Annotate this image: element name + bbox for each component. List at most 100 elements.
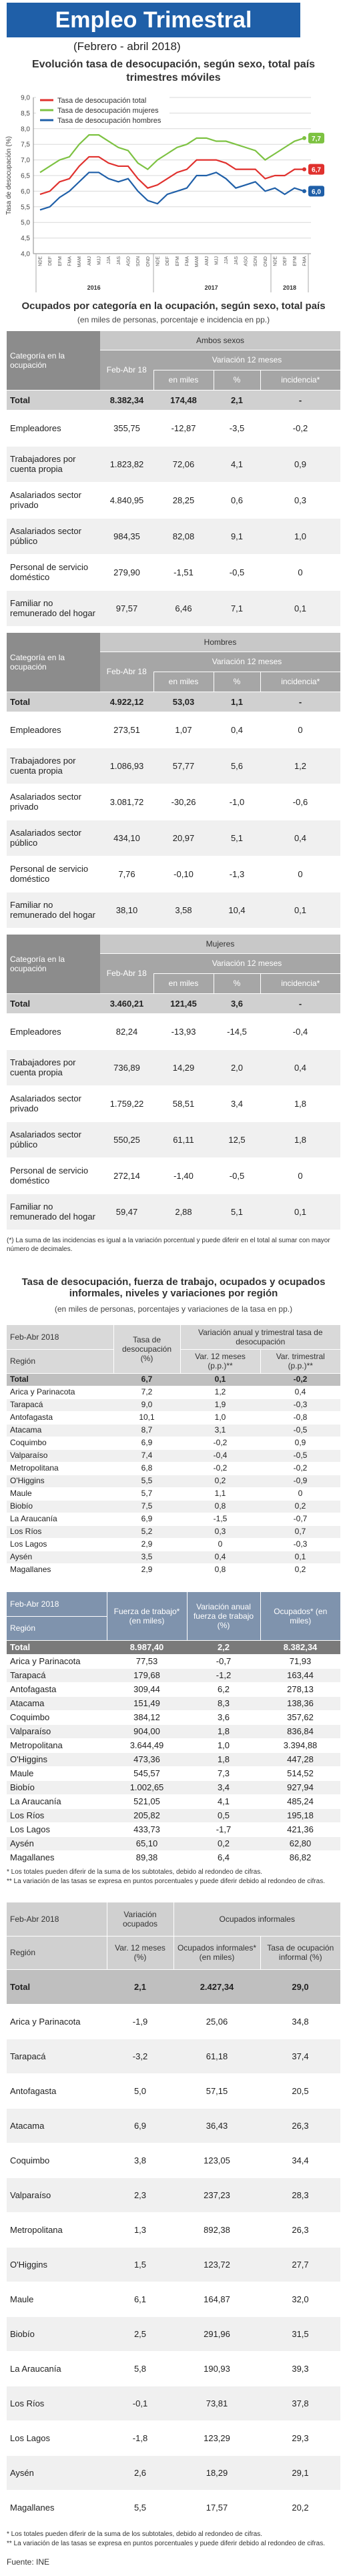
table-row: Valparaíso 904,00 1,8 836,84 [7, 1724, 340, 1739]
table-cell: 3.644,49 [107, 1738, 187, 1753]
table-cell: Magallanes [7, 1850, 107, 1865]
x-tick-label: DEF [283, 256, 288, 266]
table-cell: Los Ríos [7, 1525, 113, 1539]
table-cell: Metropolitana [7, 1738, 107, 1753]
table-cell: 25,06 [174, 2004, 260, 2039]
header-cell: Feb-Abr 18 [100, 350, 153, 391]
table-row: Maule 6,1 164,87 32,0 [7, 2282, 340, 2317]
year-label: 2016 [87, 284, 101, 291]
table-title: Ocupados por categoría en la ocupación, … [21, 300, 326, 312]
header-cell: Feb-Abr 18 [100, 953, 153, 994]
table-cell: 8.987,40 [107, 1640, 187, 1655]
table-cell: 0,9 [260, 1437, 340, 1450]
header-row: en miles% incidencia* [7, 672, 340, 692]
table-cell: 278,13 [260, 1682, 340, 1697]
table-row: Los Ríos 5,2 0,3 0,7 [7, 1525, 340, 1539]
table-cell: 3,5 [113, 1551, 180, 1564]
header-cell: Fuerza de trabajo* (en miles) [106, 1592, 187, 1641]
table-cell: 3.460,21 [100, 993, 153, 1014]
table-row: Metropolitana 3.644,49 1,0 3.394,88 [7, 1738, 340, 1753]
table-cell: 291,96 [174, 2316, 260, 2352]
table-cell: Familiar no remunerado del hogar [7, 590, 100, 627]
x-tick-label: SON [254, 256, 258, 266]
header-cell: Variación 12 meses [153, 953, 340, 974]
table-row: Los Ríos -0,1 73,81 37,8 [7, 2386, 340, 2421]
table-row: O'Higgins 1,5 123,72 27,7 [7, 2247, 340, 2282]
data-table: Feb-Abr 2018 Tasa de desocupación (%) Vari… [7, 1325, 340, 1577]
table-cell: 190,93 [174, 2351, 260, 2386]
table-row: Aysén 2,6 18,29 29,1 [7, 2455, 340, 2491]
table-cell: 6,46 [153, 590, 214, 627]
header-cell: Ambos sexos [100, 331, 340, 350]
y-tick-label: 7,5 [21, 142, 30, 149]
table-cell: 72,06 [153, 446, 214, 483]
table-cell: 18,29 [174, 2455, 260, 2491]
table-cell: -0,4 [180, 1449, 260, 1463]
table-row: Valparaíso 2,3 237,23 28,3 [7, 2177, 340, 2213]
header-cell: en miles [153, 973, 214, 994]
value-label-bg [308, 164, 324, 175]
table-cell: 3.081,72 [100, 784, 153, 820]
table-cell: 163,44 [260, 1668, 340, 1683]
table-cell: -0,10 [153, 856, 214, 892]
legend-label: Tasa de desocupación mujeres [57, 107, 159, 115]
table-row: Atacama 151,49 8,3 138,36 [7, 1696, 340, 1711]
table-cell: Biobío [7, 2316, 107, 2352]
table-cell: Asalariados sector privado [7, 784, 100, 820]
table-cell: 61,18 [174, 2039, 260, 2074]
table-cell: 272,14 [100, 1157, 153, 1194]
x-tick-label: MJJ [97, 256, 102, 265]
table-cell: 8.382,34 [100, 390, 153, 411]
table-cell: -0,2 [260, 1462, 340, 1475]
table-cell: Tarapacá [7, 2039, 107, 2074]
y-tick-label: 5,0 [21, 220, 30, 227]
table-cell: 2,0 [214, 1049, 260, 1086]
table-cell: 4.840,95 [100, 482, 153, 519]
table-cell: 5,1 [214, 1194, 260, 1230]
table-cell: 205,82 [107, 1808, 187, 1823]
table-cell: 123,72 [174, 2247, 260, 2282]
header-cell: Tasa de desocupación (%) [113, 1325, 180, 1374]
table-row: Los Ríos 205,82 0,5 195,18 [7, 1808, 340, 1823]
table-row: Coquimbo 384,12 3,6 357,62 [7, 1710, 340, 1725]
table-cell: 433,73 [107, 1822, 187, 1837]
y-axis-label: Tasa de desocupación (%) [5, 136, 13, 215]
table-cell: 1,8 [260, 1085, 340, 1122]
table-cell: 421,36 [260, 1822, 340, 1837]
table-cell: Arica y Parinacota [7, 1654, 107, 1669]
table-row: Tarapacá -3,2 61,18 37,4 [7, 2039, 340, 2074]
table-cell: 0,1 [180, 1373, 260, 1386]
table-cell: -13,93 [153, 1013, 214, 1050]
table-cell: 57,77 [153, 748, 214, 784]
table-cell: Trabajadores por cuenta propia [7, 1049, 100, 1086]
table-cell: -0,8 [260, 1411, 340, 1425]
table-cell: 0,1 [260, 892, 340, 929]
value-label: 7,7 [312, 136, 321, 143]
table-cell: -1,51 [153, 554, 214, 591]
table-cell: 28,25 [153, 482, 214, 519]
table-cell: La Araucanía [7, 1794, 107, 1809]
table-cell: 0 [260, 856, 340, 892]
table-row: O'Higgins 5,5 0,2 -0,9 [7, 1475, 340, 1488]
x-tick-label: ASO [244, 256, 249, 266]
table-cell: 3,4 [187, 1780, 260, 1795]
table-cell: 174,48 [153, 390, 214, 411]
table-cell: -1,9 [107, 2004, 174, 2039]
table-row: Biobío 1.002,65 3,4 927,94 [7, 1780, 340, 1795]
table-cell: Asalariados sector privado [7, 482, 100, 519]
table-cell: 37,8 [260, 2386, 340, 2421]
table-cell: 485,24 [260, 1794, 340, 1809]
series-line [39, 172, 305, 211]
table-cell: 309,44 [107, 1682, 187, 1697]
chart-title: Evolución tasa de desocupación, según se… [31, 59, 316, 70]
table-cell: Coquimbo [7, 1710, 107, 1725]
table-cell: Personal de servicio doméstico [7, 1157, 100, 1194]
table-cell: 1,2 [260, 748, 340, 784]
table-cell: -1,8 [107, 2420, 174, 2456]
table-cell: -30,26 [153, 784, 214, 820]
table-cell: Magallanes [7, 2490, 107, 2525]
table-row: Aysén 3,5 0,4 0,1 [7, 1551, 340, 1564]
table-cell: Magallanes [7, 1563, 113, 1577]
x-tick-label: JAS [234, 256, 239, 265]
